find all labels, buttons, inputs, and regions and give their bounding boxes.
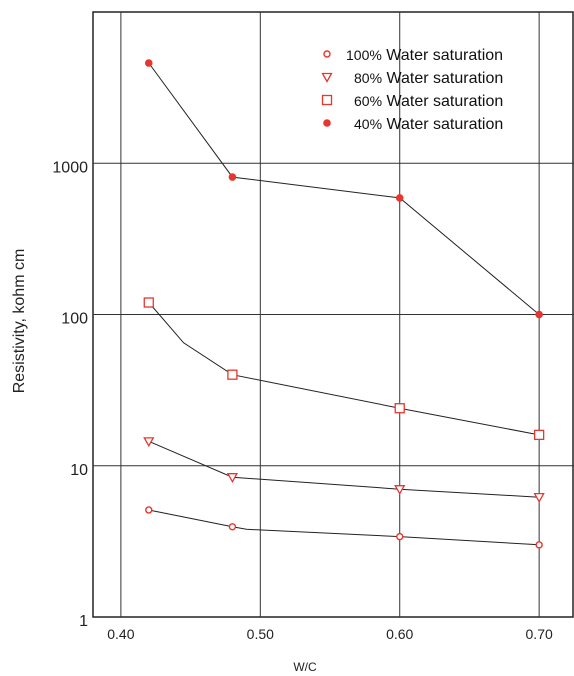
series-line-2: [148, 440, 540, 498]
y-tick-label: 1: [79, 613, 88, 630]
data-point-series-4: [144, 59, 153, 67]
legend-marker-4: [323, 119, 331, 127]
x-axis-label: W/C: [293, 660, 317, 674]
x-tick-label: 0.70: [526, 626, 553, 642]
x-tick-label: 0.60: [386, 626, 413, 642]
data-point-series-1: [145, 506, 153, 514]
legend-marker-2: [321, 72, 333, 83]
legend-entry-2: 80% Water saturation: [354, 70, 503, 87]
data-point-series-2: [394, 485, 406, 496]
legend-entry-3: 60% Water saturation: [354, 93, 503, 110]
x-tick-label: 0.40: [107, 626, 134, 642]
legend-entry-1: 100% Water saturation: [346, 47, 503, 64]
data-point-series-2: [143, 437, 155, 448]
legend-marker-1: [323, 50, 331, 58]
series-line-1: [148, 509, 540, 546]
y-axis-label: Resistivity, kohm cm: [11, 249, 28, 394]
series-line-4: [148, 62, 540, 315]
data-point-series-2: [226, 473, 239, 484]
y-tick-label: 1000: [52, 159, 88, 176]
data-point-series-3: [533, 429, 545, 441]
y-tick-label: 100: [61, 311, 88, 328]
series-lines: [148, 62, 540, 546]
tick-labels: 0.40 0.50 0.60 0.70 1 10 100 1000: [52, 159, 553, 642]
data-point-series-4: [395, 194, 404, 202]
y-tick-label: 10: [70, 462, 88, 479]
data-point-series-2: [533, 493, 545, 503]
legend-entry-4: 40% Water saturation: [354, 116, 503, 133]
legend-marker-3: [321, 94, 333, 106]
grid-lines: [92, 11, 574, 618]
data-point-series-3: [143, 297, 154, 308]
x-tick-label: 0.50: [247, 626, 274, 642]
data-point-series-4: [535, 310, 543, 319]
data-point-series-1: [228, 523, 237, 531]
data-point-series-3: [227, 369, 238, 380]
data-point-series-4: [228, 173, 237, 181]
data-point-series-1: [535, 541, 543, 549]
series-line-3: [148, 302, 540, 436]
data-point-series-1: [396, 532, 404, 541]
legend: 100% Water saturation 80% Water saturatio…: [321, 47, 503, 133]
data-points: [143, 59, 545, 549]
data-point-series-3: [394, 403, 405, 414]
